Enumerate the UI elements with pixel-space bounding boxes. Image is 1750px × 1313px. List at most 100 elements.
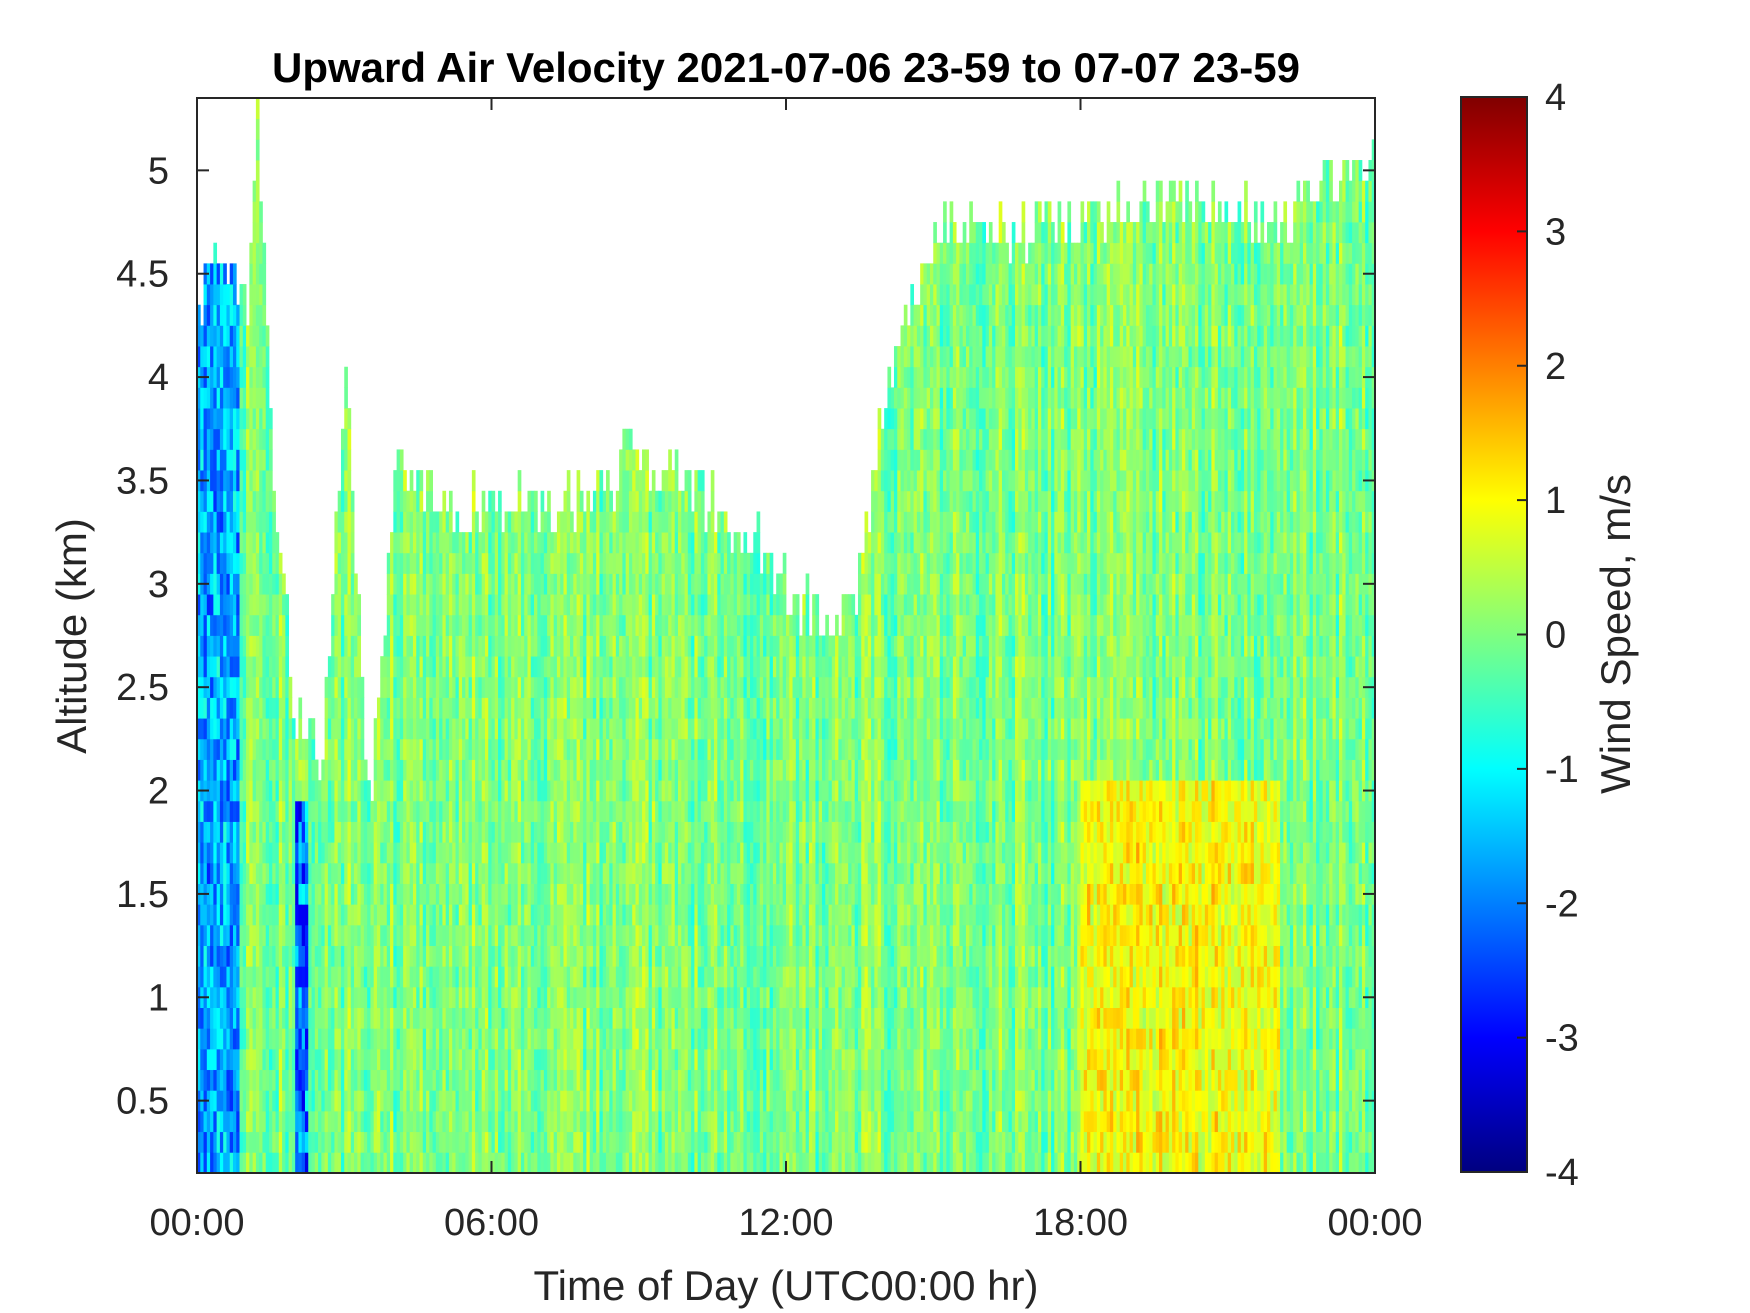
heatmap-cell — [491, 697, 496, 719]
heatmap-cell — [232, 366, 237, 388]
heatmap-cell — [622, 718, 627, 740]
heatmap-cell — [249, 656, 254, 678]
heatmap-cell — [524, 511, 528, 533]
heatmap-cell — [403, 573, 407, 595]
heatmap-cell — [200, 945, 204, 967]
heatmap-cell — [219, 552, 224, 574]
heatmap-cell — [501, 1069, 505, 1091]
heatmap-cell — [249, 1048, 254, 1071]
heatmap-cell — [455, 1110, 460, 1133]
heatmap-cell — [671, 862, 676, 884]
heatmap-cell — [570, 821, 574, 843]
heatmap-cell — [599, 862, 604, 884]
heatmap-cell — [399, 780, 404, 802]
heatmap-cell — [213, 387, 218, 409]
heatmap-cell — [671, 511, 676, 533]
heatmap-cell — [422, 1048, 427, 1071]
heatmap-cell — [203, 449, 208, 471]
heatmap-cell — [435, 511, 440, 533]
heatmap-cell — [419, 1152, 424, 1173]
heatmap-cell — [448, 924, 453, 946]
heatmap-cell — [347, 718, 352, 740]
heatmap-cell — [465, 573, 469, 595]
heatmap-cell — [321, 883, 326, 905]
heatmap-cell — [288, 676, 293, 698]
heatmap-cell — [259, 656, 263, 678]
heatmap-cell — [534, 718, 538, 740]
heatmap-cell — [301, 842, 306, 864]
heatmap-cell — [556, 594, 561, 616]
heatmap-cell — [318, 1090, 322, 1112]
heatmap-cell — [602, 614, 607, 636]
heatmap-cell — [465, 676, 469, 698]
heatmap-cell — [206, 656, 211, 678]
heatmap-cell — [651, 986, 656, 1009]
heatmap-cell — [494, 800, 499, 822]
heatmap-cell — [517, 821, 522, 843]
heatmap-cell — [442, 966, 447, 988]
heatmap-cell — [664, 511, 669, 533]
heatmap-cell — [664, 1110, 669, 1133]
heatmap-cell — [337, 635, 342, 657]
heatmap-cell — [347, 986, 352, 1009]
heatmap-cell — [589, 697, 594, 719]
heatmap-cell — [334, 842, 339, 864]
heatmap-cell — [262, 428, 267, 450]
heatmap-cell — [494, 594, 499, 616]
heatmap-cell — [458, 552, 463, 574]
heatmap-cell — [229, 1152, 234, 1173]
heatmap-cell — [435, 780, 440, 802]
heatmap-cell — [350, 1007, 355, 1029]
heatmap-cell — [265, 1048, 270, 1071]
heatmap-cell — [252, 800, 257, 822]
heatmap-cell — [363, 924, 368, 946]
heatmap-cell — [206, 594, 211, 616]
heatmap-cell — [340, 718, 345, 740]
heatmap-cell — [255, 532, 260, 554]
heatmap-cell — [386, 1007, 391, 1029]
heatmap-cell — [216, 780, 221, 802]
heatmap-cell — [259, 201, 263, 223]
heatmap-cell — [331, 986, 335, 1009]
heatmap-cell — [390, 676, 394, 698]
heatmap-cell — [445, 656, 450, 678]
heatmap-cell — [213, 511, 218, 533]
heatmap-cell — [223, 759, 227, 781]
heatmap-cell — [216, 966, 221, 988]
heatmap-cell — [210, 346, 214, 368]
heatmap-cell — [291, 759, 296, 781]
heatmap-cell — [197, 490, 201, 512]
heatmap-cell — [664, 573, 669, 595]
heatmap-cell — [615, 738, 620, 760]
heatmap-cell — [327, 718, 332, 740]
heatmap-cell — [403, 635, 407, 657]
heatmap-cell — [635, 1048, 640, 1071]
heatmap-cell — [534, 490, 538, 512]
heatmap-cell — [573, 656, 577, 678]
heatmap-cell — [642, 924, 646, 946]
heatmap-cell — [347, 656, 352, 678]
heatmap-cell — [576, 759, 581, 781]
heatmap-cell — [210, 573, 214, 595]
heatmap-cell — [210, 883, 214, 905]
heatmap-cell — [295, 945, 299, 967]
heatmap-cell — [344, 821, 348, 843]
heatmap-cell — [334, 532, 339, 554]
heatmap-cell — [226, 284, 231, 306]
heatmap-cell — [566, 738, 571, 760]
heatmap-cell — [468, 842, 473, 864]
heatmap-cell — [488, 532, 492, 554]
heatmap-cell — [383, 1028, 388, 1050]
heatmap-cell — [272, 842, 276, 864]
heatmap-cell — [691, 924, 695, 946]
heatmap-cell — [236, 1007, 240, 1029]
heatmap-cell — [412, 1110, 417, 1133]
heatmap-cell — [615, 532, 620, 554]
heatmap-cell — [229, 966, 234, 988]
heatmap-cell — [255, 656, 260, 678]
heatmap-cell — [655, 924, 659, 946]
heatmap-cell — [465, 738, 469, 760]
heatmap-cell — [458, 656, 463, 678]
heatmap-cell — [484, 966, 489, 988]
heatmap-cell — [625, 780, 630, 802]
